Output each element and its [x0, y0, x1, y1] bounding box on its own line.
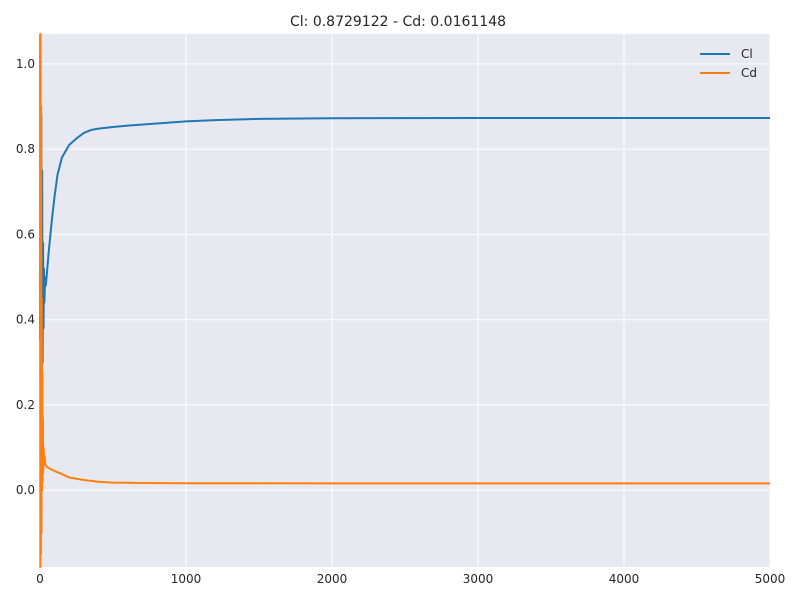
x-tick-label: 3000 [463, 572, 494, 586]
x-tick-label: 2000 [317, 572, 348, 586]
x-axis-ticks: 0 1000 2000 3000 4000 5000 [36, 572, 785, 586]
gridlines [39, 34, 771, 567]
x-tick-label: 4000 [609, 572, 640, 586]
y-tick-label: 1.0 [16, 57, 35, 71]
series-line-cd [39, 33, 770, 568]
x-tick-label: 0 [36, 572, 44, 586]
y-tick-label: 0.8 [16, 142, 35, 156]
legend-label-cl: Cl [741, 47, 753, 61]
plot-area [40, 34, 770, 567]
x-tick-label: 1000 [171, 572, 202, 586]
legend-label-cd: Cd [741, 66, 757, 80]
chart-title: Cl: 0.8729122 - Cd: 0.0161148 [290, 14, 506, 30]
y-tick-label: 0.0 [16, 483, 35, 497]
y-tick-label: 0.4 [16, 313, 35, 327]
y-tick-label: 0.2 [16, 398, 35, 412]
x-tick-label: 5000 [755, 572, 786, 586]
legend: Cl Cd [700, 47, 757, 80]
series-layer [39, 33, 770, 568]
y-tick-label: 0.6 [16, 227, 35, 241]
y-axis-ticks: 0.0 0.2 0.4 0.6 0.8 1.0 [16, 57, 35, 497]
